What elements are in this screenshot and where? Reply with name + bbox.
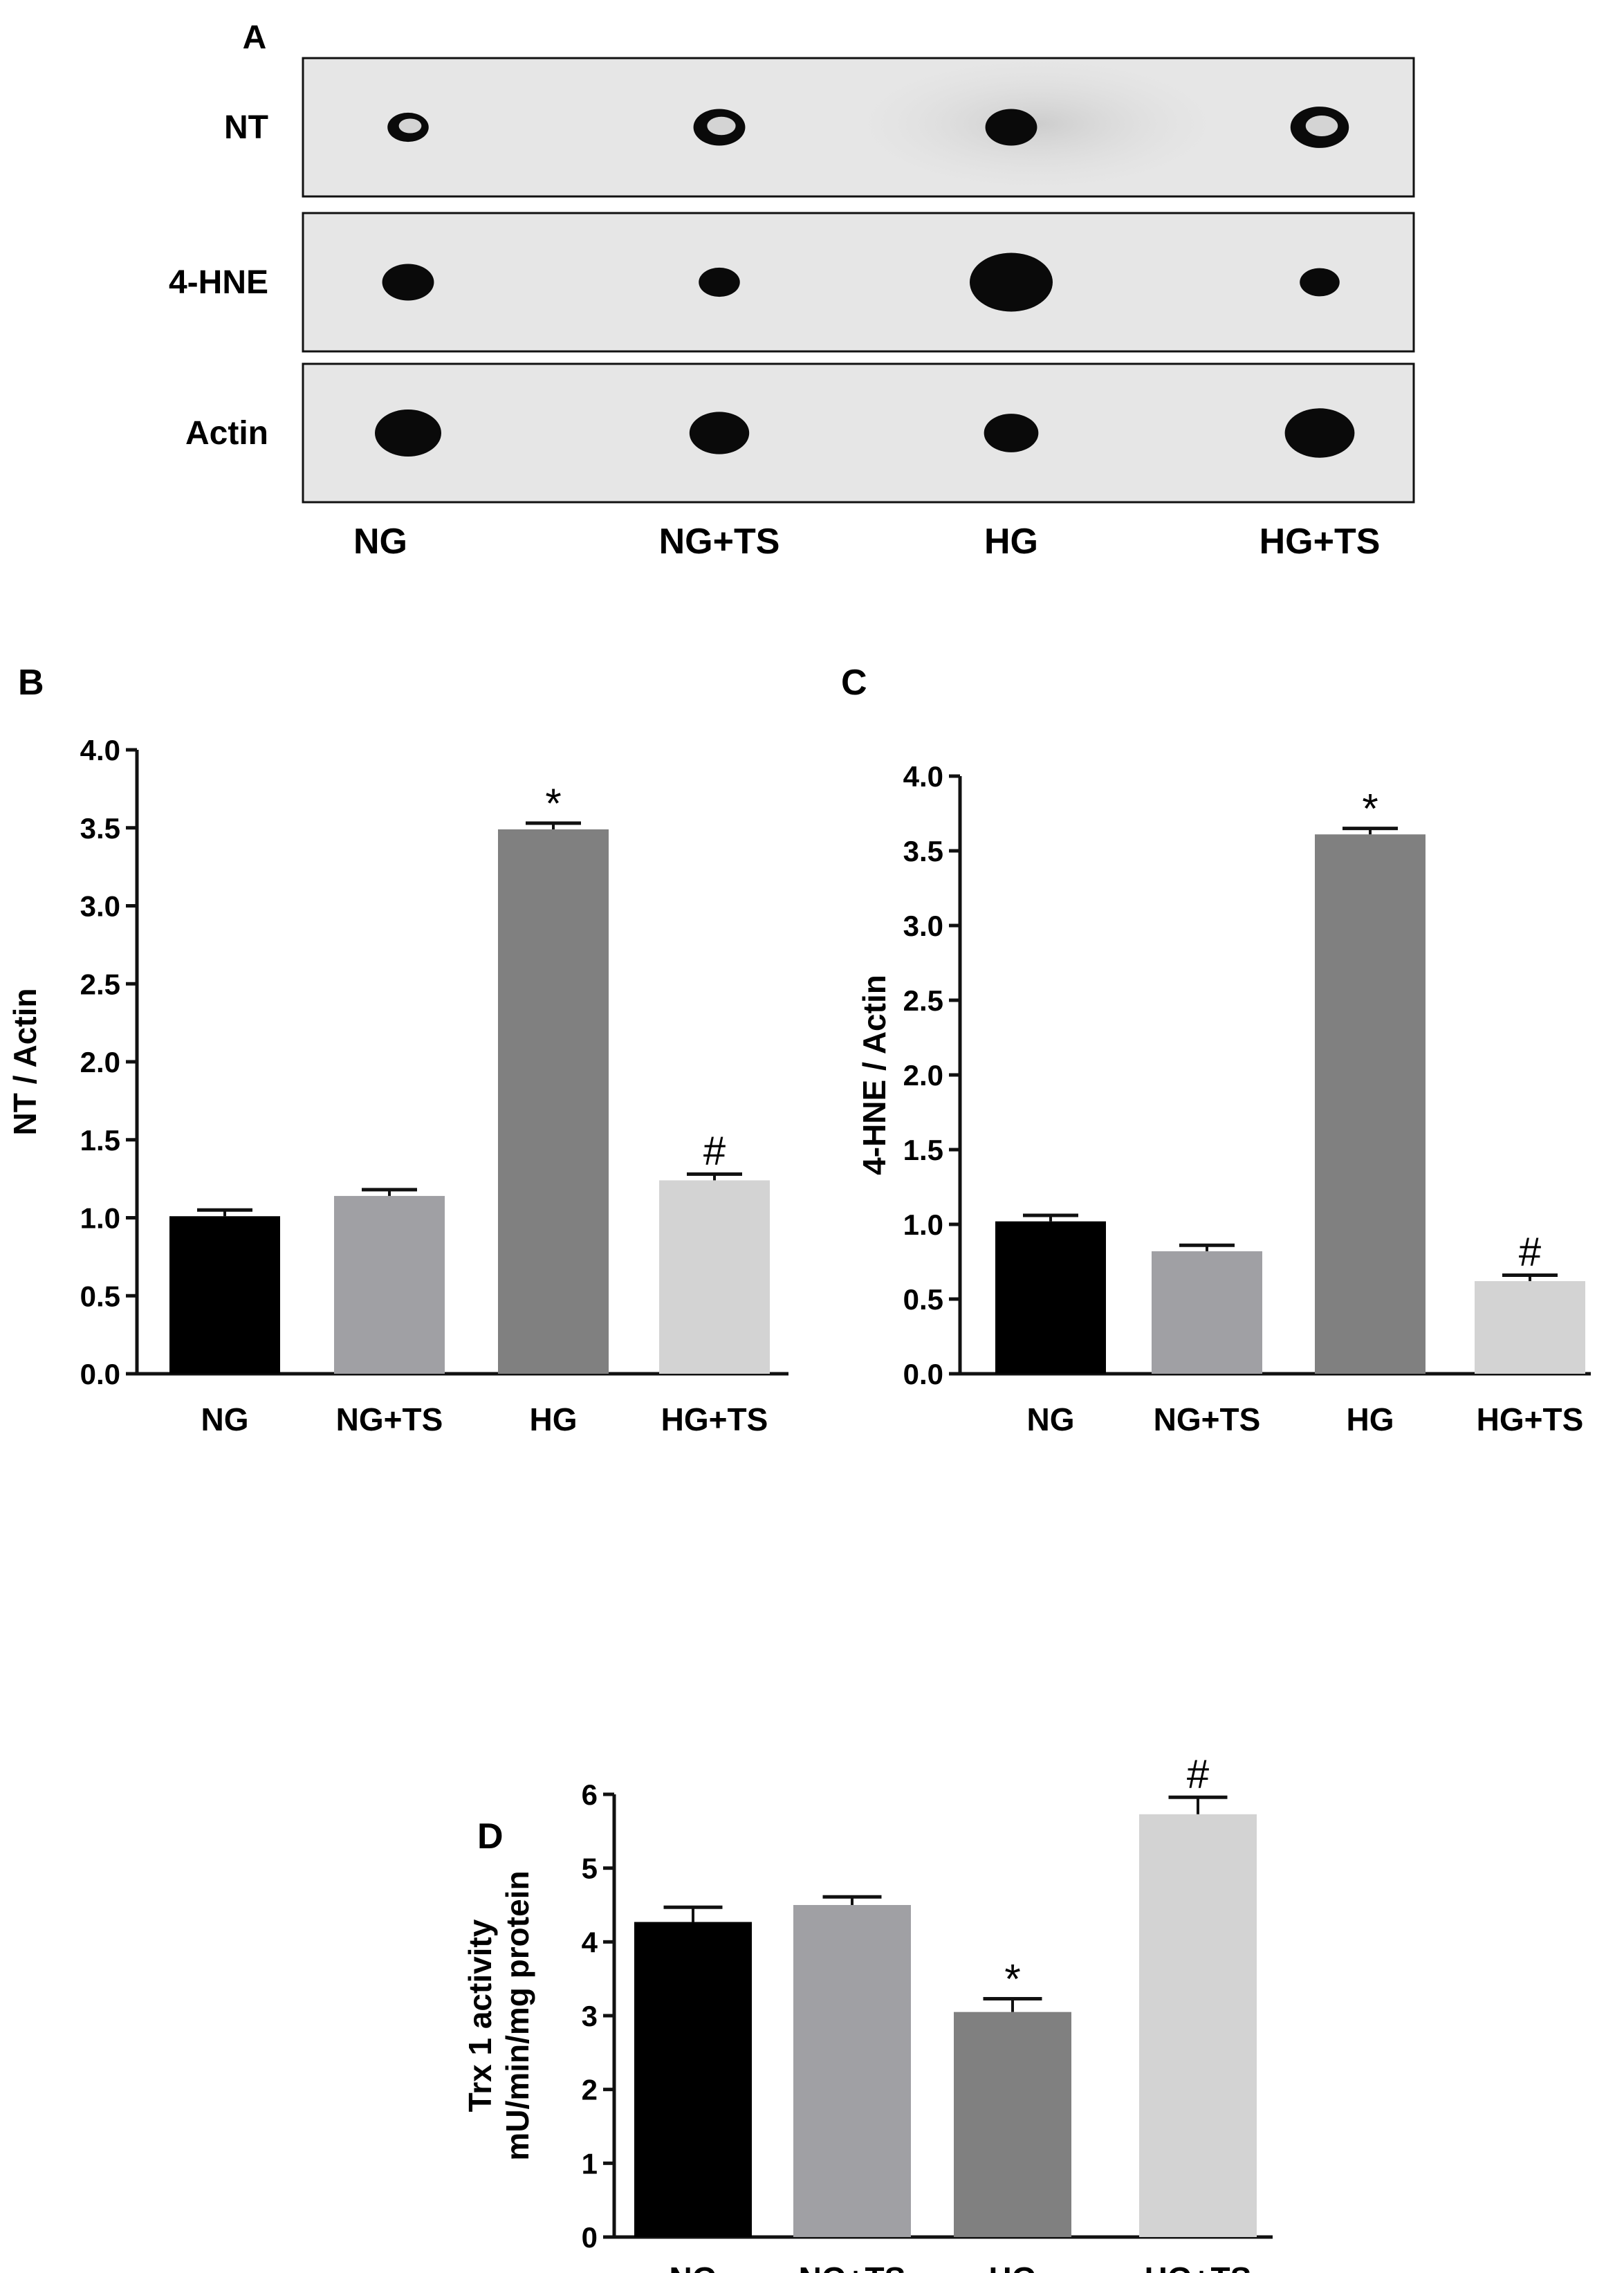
panel-label-a: A	[243, 19, 267, 56]
blot-spot-hg	[984, 414, 1039, 452]
y-tick-label: 0.0	[80, 1358, 120, 1390]
blot-row-label: Actin	[185, 415, 268, 452]
x-tick-label: NG+TS	[336, 1401, 443, 1437]
y-tick-label: 0.5	[80, 1280, 120, 1312]
bar-ng	[634, 1922, 752, 2237]
y-tick-label: 1.0	[80, 1202, 120, 1235]
y-tick-label: 1.0	[903, 1208, 943, 1241]
blot-strip	[302, 362, 1415, 504]
y-axis-label-line: mU/min/mg protein	[499, 1870, 535, 2160]
x-tick-label: NG	[670, 2261, 717, 2273]
bar-hg-plus-ts	[659, 1180, 770, 1374]
y-axis-label: Trx 1 activitymU/min/mg protein	[462, 1870, 535, 2160]
blot-spot-ng	[382, 264, 434, 301]
panel-label-b: B	[18, 663, 44, 703]
y-tick-label: 2.5	[903, 984, 943, 1017]
significance-mark: *	[1362, 786, 1378, 832]
y-tick-label: 0	[582, 2221, 598, 2254]
blot-row-label: 4-HNE	[169, 264, 268, 301]
blot-spot-hg-plus-ts	[1300, 268, 1340, 297]
significance-mark: *	[1004, 1955, 1020, 2002]
x-tick-label: HG	[530, 1401, 578, 1437]
blot-panel: A NT 4-HNE Actin NG NG+TS HG HG+TS	[169, 19, 1415, 562]
x-tick-label: HG	[1347, 1401, 1394, 1437]
panel-label-d: D	[477, 1816, 504, 1857]
x-tick-label: HG+TS	[1145, 2261, 1252, 2273]
x-tick-label: HG+TS	[1477, 1401, 1584, 1437]
blot-lane-label: NG	[353, 522, 407, 562]
bar-ng-plus-ts	[1152, 1251, 1262, 1374]
y-tick-label: 1.5	[80, 1124, 120, 1157]
x-tick-label: NG	[1027, 1401, 1075, 1437]
blot-spot-ng	[375, 409, 441, 457]
y-tick-label: 2	[582, 2074, 598, 2106]
y-tick-label: 4	[582, 1926, 598, 1958]
y-tick-label: 3.0	[903, 910, 943, 942]
blot-spot-hg	[985, 109, 1037, 146]
y-tick-label: 4.0	[80, 734, 120, 766]
blot-spot-ng	[387, 112, 429, 142]
y-axis-label: 4-HNE / Actin	[856, 975, 892, 1175]
significance-mark: *	[545, 780, 561, 827]
y-axis-label-line: Trx 1 activity	[462, 1919, 498, 2112]
bar-hg	[954, 2012, 1071, 2237]
y-tick-label: 0.0	[903, 1358, 943, 1390]
y-tick-label: 0.5	[903, 1283, 943, 1316]
bar-hg	[498, 829, 609, 1374]
blot-row-4-hne: 4-HNE	[169, 212, 1415, 353]
blot-spot-hg-plus-ts	[1284, 408, 1355, 458]
blot-background-smear	[858, 58, 1217, 190]
blot-row-actin: Actin	[185, 362, 1415, 504]
blot-row-nt: NT	[224, 57, 1415, 198]
bar-chart-4hne: C 4-HNE / Actin 0.0 0.5 1.0 1.5 2.0 2.5 3.0 3.5 4.…	[841, 663, 1591, 1437]
y-tick-label: 6	[582, 1778, 598, 1811]
blot-spot-hg-plus-ts	[1290, 107, 1349, 148]
bar-ng-plus-ts	[334, 1195, 445, 1374]
y-axis-label: NT / Actin	[7, 988, 43, 1136]
y-tick-label: 3.0	[80, 890, 120, 923]
y-tick-label: 3.5	[903, 835, 943, 867]
y-tick-label: 5	[582, 1852, 598, 1885]
significance-mark: #	[1187, 1751, 1209, 1796]
y-tick-label: 3	[582, 2000, 598, 2032]
y-tick-label: 2.5	[80, 968, 120, 1000]
bar-ng	[169, 1216, 280, 1374]
blot-spot-hg	[970, 252, 1053, 312]
bar-ng	[995, 1221, 1106, 1374]
x-tick-label: NG+TS	[799, 2261, 906, 2273]
bar-chart-trx1: D Trx 1 activitymU/min/mg protein 0 1 2 3 4 5 6 N…	[462, 1751, 1273, 2273]
blot-spot-ng-plus-ts	[693, 109, 746, 146]
y-tick-label: 3.5	[80, 812, 120, 845]
y-tick-label: 1	[582, 2147, 598, 2180]
blot-lane-label: HG+TS	[1259, 522, 1381, 562]
bar-hg	[1315, 834, 1425, 1374]
bar-chart-nt: B NT / Actin 0.0 0.5 1.0 1.5 2.0 2.5 3.0 3.5 4.0 NG…	[7, 663, 788, 1437]
bar-ng-plus-ts	[793, 1905, 911, 2237]
blot-lane-label: HG	[984, 522, 1038, 562]
blot-spot-ng-plus-ts	[689, 412, 750, 454]
blot-row-label: NT	[224, 109, 268, 146]
blot-lane-label: NG+TS	[659, 522, 780, 562]
significance-mark: #	[703, 1128, 726, 1173]
x-tick-label: NG+TS	[1154, 1401, 1261, 1437]
x-tick-label: HG+TS	[661, 1401, 768, 1437]
y-tick-label: 4.0	[903, 760, 943, 793]
y-tick-label: 2.0	[903, 1059, 943, 1092]
x-tick-label: HG	[989, 2261, 1037, 2273]
blot-spot-ng-plus-ts	[699, 267, 740, 297]
y-tick-label: 1.5	[903, 1134, 943, 1166]
bar-hg-plus-ts	[1139, 1814, 1257, 2237]
blot-strip	[302, 212, 1415, 353]
panel-label-c: C	[841, 663, 867, 703]
y-tick-label: 2.0	[80, 1046, 120, 1078]
bar-hg-plus-ts	[1475, 1281, 1585, 1374]
x-tick-label: NG	[201, 1401, 249, 1437]
significance-mark: #	[1519, 1229, 1541, 1274]
